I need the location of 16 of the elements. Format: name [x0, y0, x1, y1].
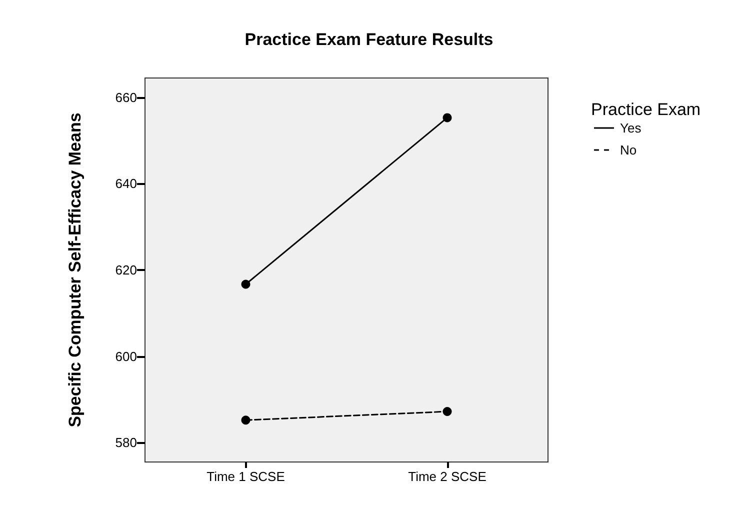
point	[442, 113, 452, 122]
y-tick-label: 660	[115, 90, 137, 105]
legend-label: No	[620, 142, 637, 158]
point	[241, 280, 250, 289]
x-tick-label: Time 2 SCSE	[408, 469, 487, 484]
y-axis-title: Specific Computer Self-Efficacy Means	[66, 112, 84, 428]
x-tick-label: Time 1 SCSE	[206, 469, 286, 484]
chart-title: Practice Exam Feature Results	[244, 30, 494, 49]
y-tick-label: 580	[115, 435, 137, 450]
point	[442, 407, 452, 416]
y-tick-label: 640	[115, 176, 137, 192]
y-tick-label: 620	[115, 262, 137, 278]
legend-title: Practice Exam	[591, 100, 701, 119]
point	[241, 416, 250, 425]
y-tick-label: 600	[115, 348, 137, 364]
legend-label: Yes	[620, 120, 642, 136]
